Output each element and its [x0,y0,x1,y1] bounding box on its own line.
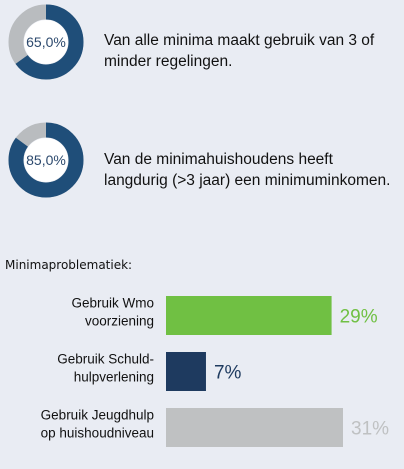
donut-chart-85 [6,120,86,200]
bar-1 [166,352,206,391]
donut-chart-65 [6,2,86,82]
bar-0 [166,296,332,335]
bar-chart-minimaproblematiek: Gebruik Wmo voorziening 29% Gebruik Schuld-… [0,282,404,469]
stat-description: Van alle minima maakt gebruik van 3 of m… [104,30,396,72]
donut-value-arc [8,4,84,80]
donut-percentage-label: 85,0% [26,152,66,168]
donut-value-arc [8,122,84,198]
bar-value-label: 31% [351,419,389,440]
bar-2 [166,408,343,447]
donut-hole [24,138,68,182]
stat-description-line-1: Van alle minima maakt gebruik van 3 of [104,32,375,49]
stat-description: Van de minimahuishoudens heeft langdurig… [104,149,396,191]
bar-value-label: 7% [214,363,242,384]
bar-category-label: Gebruik Schuld- [57,352,154,367]
stat-minima-regelingen: 65,0% Van alle minima maakt gebruik van … [0,2,404,92]
stat-description-line-2: minder regelingen. [104,53,233,70]
stat-langdurig-minimuminkomen: 85,0% Van de minimahuishoudens heeft lan… [0,120,404,210]
bar-category-label: hulpverlening [74,370,154,385]
stat-description-line-2: langdurig (>3 jaar) een minimuminkomen. [104,172,391,189]
donut-percentage-label: 65,0% [26,34,66,50]
bar-category-label: op huishoudniveau [41,426,154,441]
bar-category-label: voorziening [85,314,154,329]
bar-category-label: Gebruik Jeugdhulp [41,408,154,423]
bar-value-label: 29% [340,307,378,328]
section-title: Minimaproblematiek: [5,258,133,272]
bar-chart-svg: Gebruik Wmo voorziening 29% Gebruik Schuld-… [41,296,389,447]
stat-description-line-1: Van de minimahuishoudens heeft [104,151,333,168]
bar-category-label: Gebruik Wmo [71,296,154,311]
donut-hole [24,20,68,64]
